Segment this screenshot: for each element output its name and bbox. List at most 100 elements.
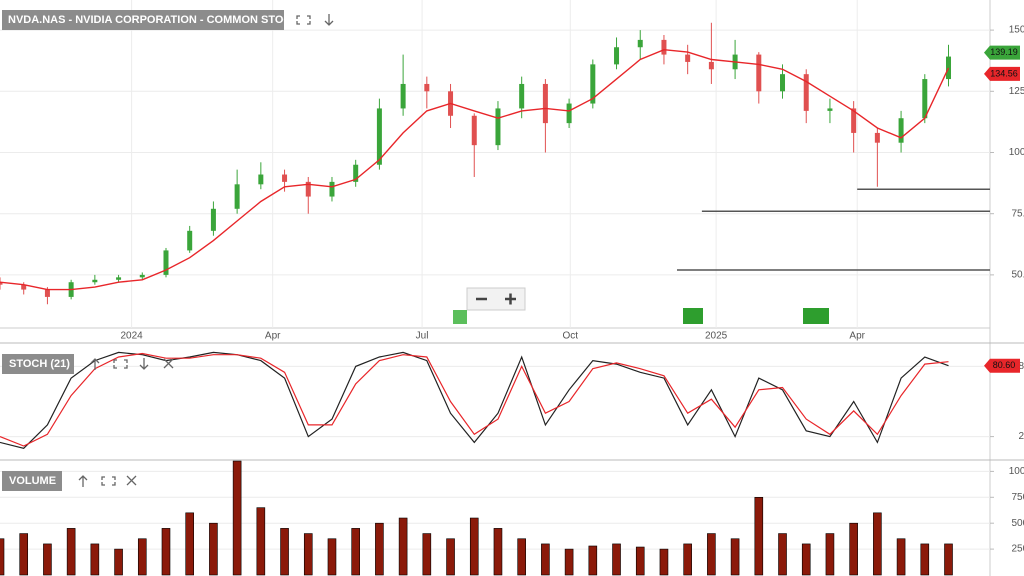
candle-body bbox=[922, 79, 928, 119]
stoch-line bbox=[0, 352, 949, 447]
volume-bar bbox=[801, 543, 811, 576]
candle-body bbox=[685, 54, 691, 62]
y-tick-label: 125.00 bbox=[1009, 86, 1024, 97]
volume-bar bbox=[327, 538, 337, 576]
candle-body bbox=[637, 39, 643, 48]
x-tick-label: Oct bbox=[563, 331, 579, 342]
volume-bar bbox=[398, 517, 408, 576]
volume-bar bbox=[873, 512, 882, 576]
candle-body bbox=[661, 39, 667, 55]
candle-body bbox=[898, 118, 904, 143]
ma-value-tag: 134.56 bbox=[990, 68, 1018, 78]
volume-bar bbox=[422, 533, 432, 576]
candle-body bbox=[21, 284, 27, 290]
y-tick-label: 500m bbox=[1011, 518, 1024, 529]
volume-bar bbox=[280, 528, 289, 576]
volume-bar bbox=[19, 533, 29, 576]
volume-bar bbox=[303, 533, 313, 576]
y-tick-label: 20 bbox=[1018, 431, 1024, 442]
candle-body bbox=[803, 74, 809, 111]
volume-bar bbox=[588, 545, 598, 576]
move-up-icon[interactable] bbox=[90, 358, 100, 370]
volume-bar bbox=[90, 543, 100, 576]
move-down-icon[interactable] bbox=[139, 358, 149, 370]
maximize-icon[interactable] bbox=[296, 15, 311, 25]
panel-title: VOLUME bbox=[9, 475, 56, 487]
title-box bbox=[2, 354, 74, 374]
volume-bar bbox=[944, 543, 953, 576]
volume-bar bbox=[137, 538, 147, 576]
candle-body bbox=[542, 83, 548, 124]
candle-body bbox=[234, 184, 240, 209]
volume-bar bbox=[754, 496, 764, 576]
title-box bbox=[2, 10, 284, 30]
candle-body bbox=[163, 250, 169, 275]
event-marker[interactable] bbox=[803, 308, 829, 324]
y-tick-label: 80 bbox=[1018, 361, 1024, 372]
volume-bar bbox=[232, 460, 242, 576]
volume-bar bbox=[185, 512, 195, 576]
ma-value-tag-shape bbox=[984, 66, 1020, 81]
volume-bar bbox=[209, 522, 218, 576]
last-price-tag-shape bbox=[984, 45, 1020, 60]
close-icon[interactable] bbox=[163, 358, 174, 369]
candle-body bbox=[258, 174, 264, 185]
event-marker[interactable] bbox=[453, 310, 467, 324]
y-tick-label: 1000m bbox=[1009, 466, 1024, 477]
candle-body bbox=[519, 83, 525, 109]
x-tick-label: 2025 bbox=[705, 331, 728, 342]
event-marker[interactable] bbox=[683, 308, 703, 324]
candle-body bbox=[400, 83, 406, 109]
candle-body bbox=[44, 289, 50, 297]
volume-bar bbox=[825, 533, 835, 576]
volume-bar bbox=[778, 533, 787, 576]
candle-body bbox=[329, 181, 335, 197]
volume-bar bbox=[493, 528, 503, 576]
zoom-controls bbox=[466, 287, 526, 311]
volume-bar bbox=[469, 517, 479, 576]
chart-title: NVDA.NAS - NVIDIA CORPORATION - COMMON S… bbox=[8, 14, 299, 26]
stoch-value-tag-shape bbox=[984, 358, 1020, 373]
maximize-icon[interactable] bbox=[101, 476, 116, 486]
candle-body bbox=[139, 274, 145, 278]
close-icon[interactable] bbox=[126, 475, 137, 486]
candle-body bbox=[92, 279, 98, 283]
y-tick-label: 100.00 bbox=[1009, 147, 1024, 158]
move-up-icon[interactable] bbox=[78, 475, 88, 487]
x-tick-label: Jul bbox=[416, 331, 429, 342]
volume-bar bbox=[0, 538, 5, 576]
volume-bar bbox=[375, 522, 384, 576]
candle-body bbox=[851, 108, 857, 133]
zoom-in-button[interactable] bbox=[505, 293, 516, 305]
candle-body bbox=[376, 108, 382, 165]
stoch-value-tag: 80.60 bbox=[993, 360, 1016, 370]
candle-body bbox=[495, 108, 501, 146]
candle-body bbox=[874, 132, 880, 143]
volume-bar bbox=[612, 543, 621, 576]
moving-average bbox=[0, 48, 950, 291]
last-price-tag: 139.19 bbox=[990, 47, 1018, 57]
candle-body bbox=[305, 181, 311, 197]
volume-bar bbox=[896, 538, 906, 576]
candle-body bbox=[424, 83, 430, 92]
y-tick-label: 75.00 bbox=[1011, 208, 1024, 219]
volume-bar bbox=[683, 543, 692, 576]
volume-bar bbox=[707, 533, 716, 576]
volume-bar bbox=[849, 522, 858, 576]
volume-bar bbox=[114, 548, 123, 576]
x-tick-label: Apr bbox=[849, 331, 865, 342]
candle-body bbox=[116, 277, 122, 280]
candle-body bbox=[590, 64, 596, 104]
candle-body bbox=[210, 208, 216, 231]
candle-body bbox=[187, 230, 193, 251]
y-tick-label: 750m bbox=[1011, 492, 1024, 503]
volume-bar bbox=[659, 548, 669, 576]
move-down-icon[interactable] bbox=[324, 14, 334, 26]
volume-bar bbox=[635, 546, 645, 576]
candle-body bbox=[614, 47, 620, 65]
maximize-icon[interactable] bbox=[113, 359, 128, 369]
candle-body bbox=[827, 108, 833, 111]
title-box bbox=[2, 471, 62, 491]
volume-bar bbox=[517, 538, 526, 576]
